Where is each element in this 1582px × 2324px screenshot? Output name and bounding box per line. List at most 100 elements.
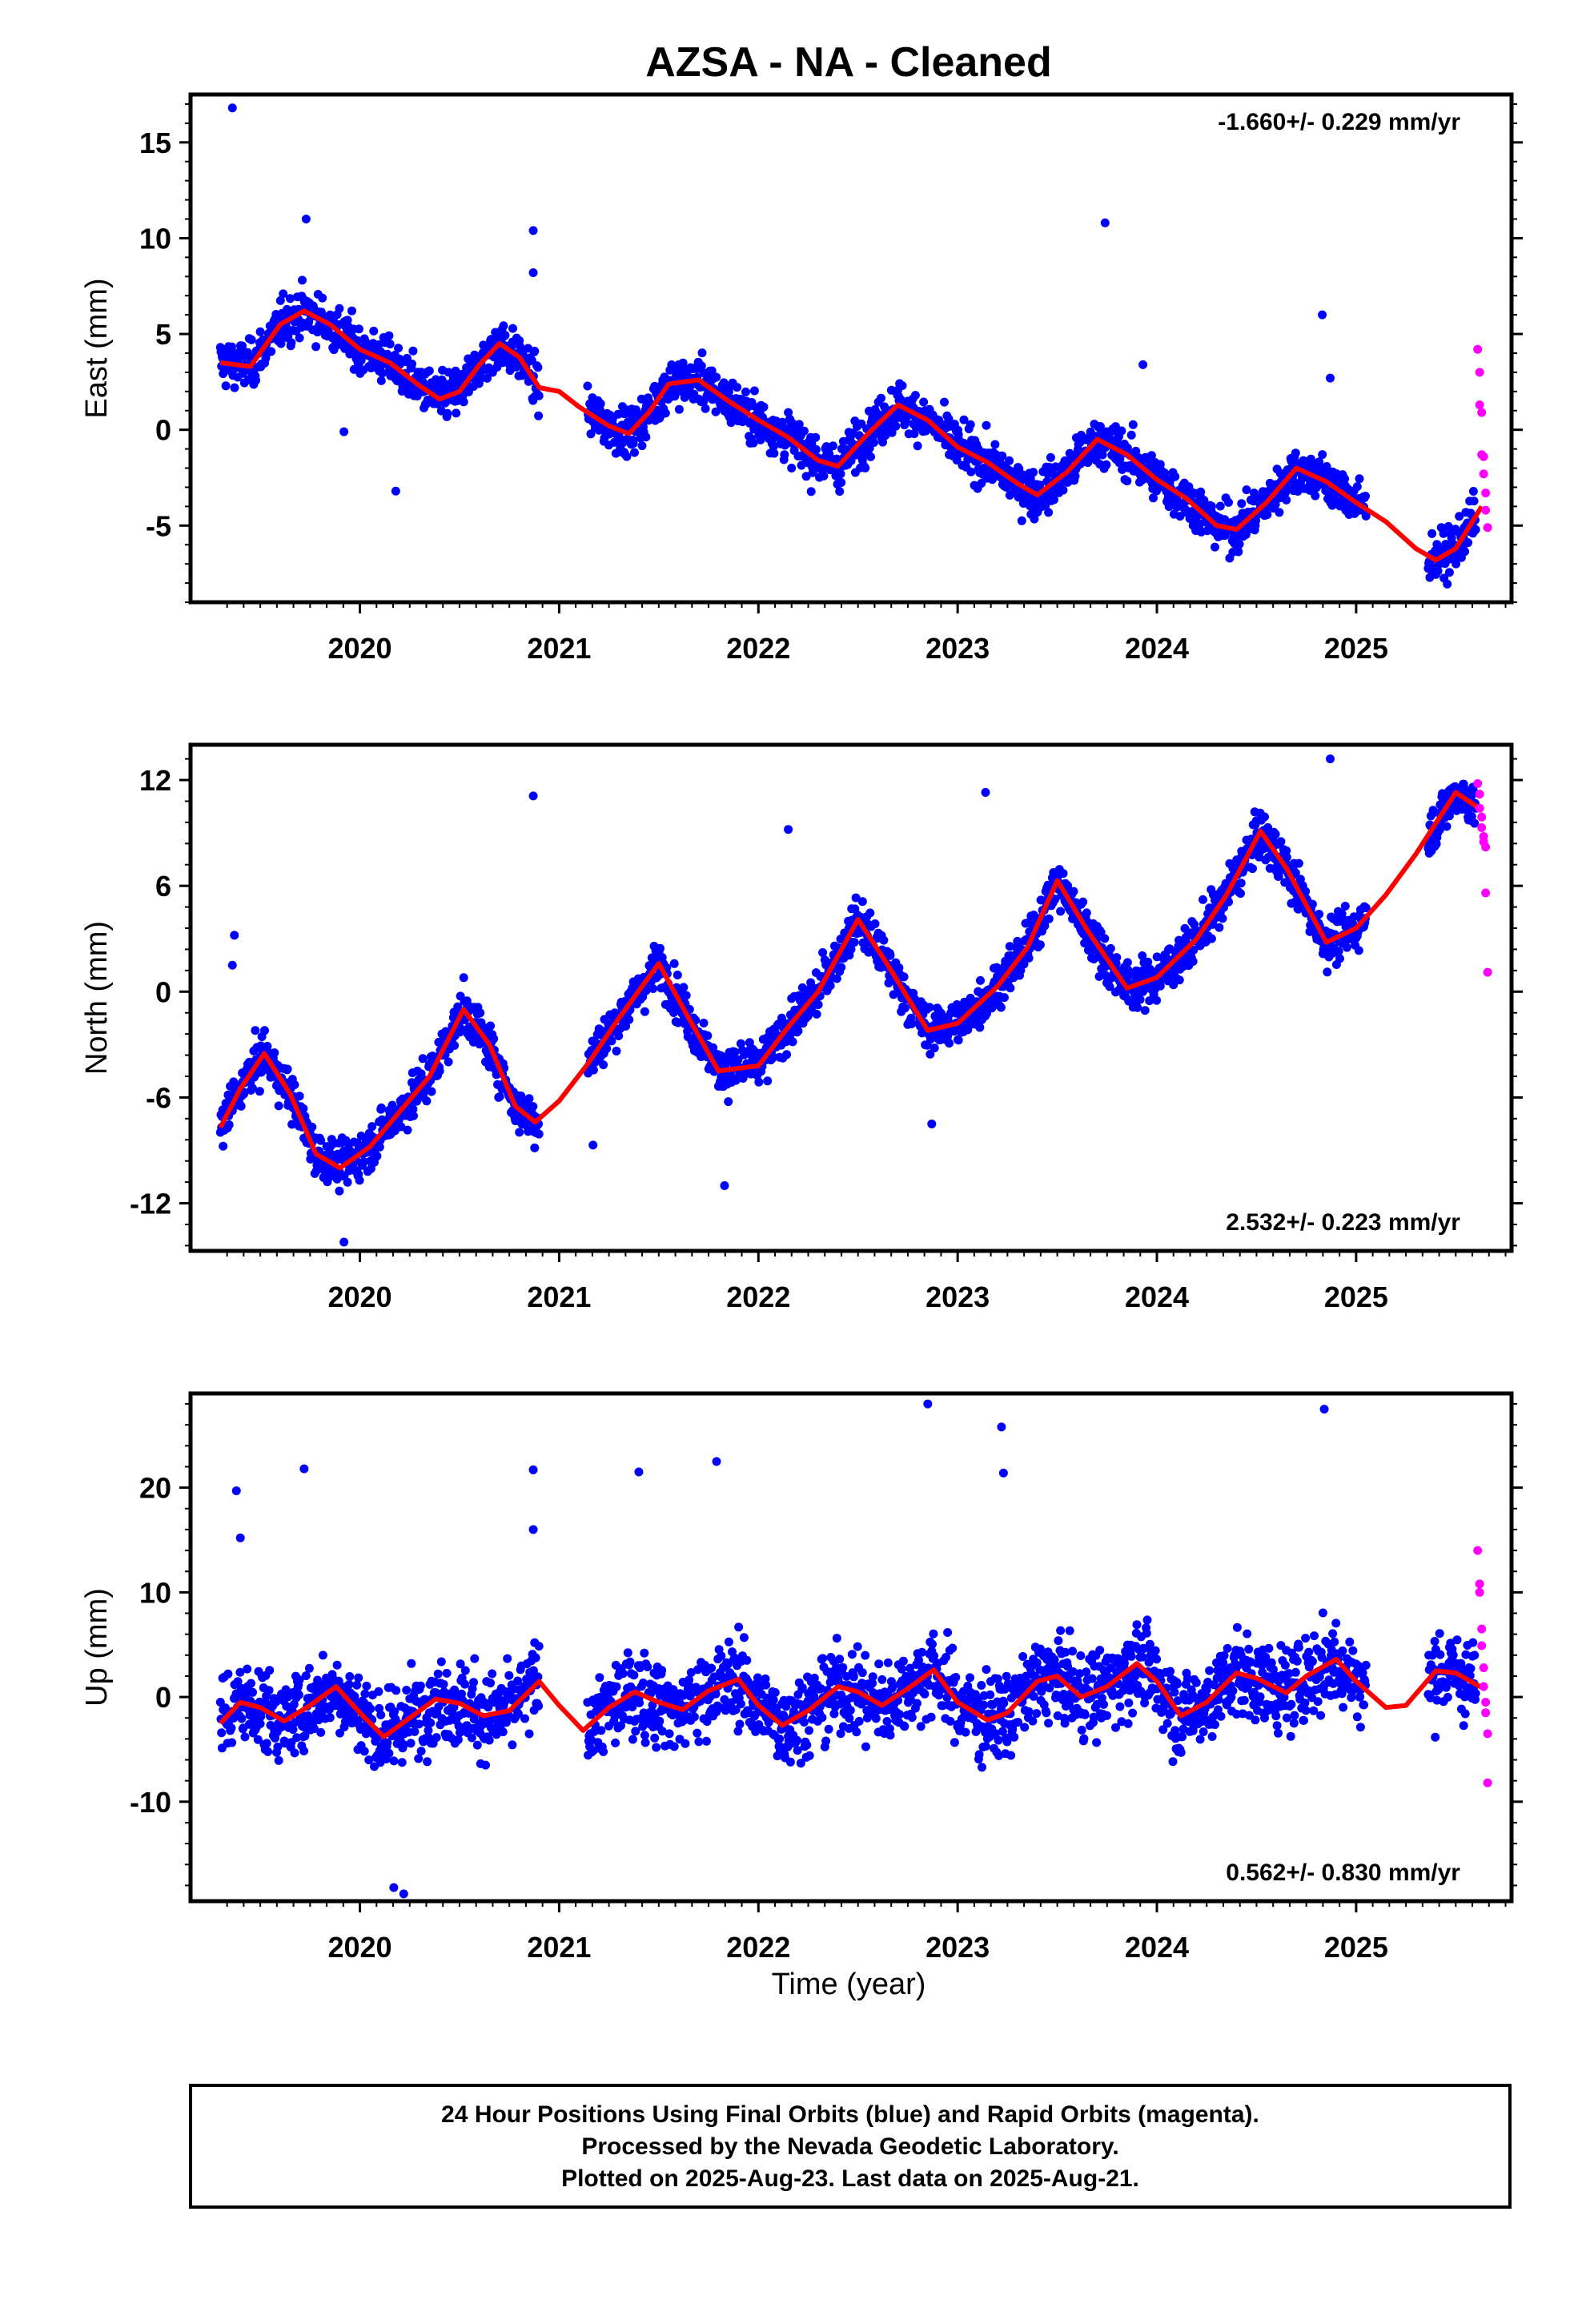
north-final-point [1096, 927, 1106, 937]
north-final-point [444, 1057, 453, 1067]
north-final-point [1069, 887, 1078, 896]
north-final-point [1470, 818, 1480, 828]
up-final-point [376, 1711, 386, 1719]
east-final-point [759, 402, 769, 412]
north-final-point [818, 948, 828, 957]
north-final-point [945, 1039, 954, 1048]
north-xtick-label: 2020 [327, 1281, 391, 1313]
east-rapid-point [1473, 344, 1483, 354]
east-final-point [712, 372, 721, 382]
up-final-point [433, 1669, 443, 1679]
up-final-point [273, 1742, 283, 1751]
east-final-point [733, 383, 742, 392]
east-outlier-point [391, 486, 400, 496]
up-final-point [227, 1723, 236, 1733]
north-final-point [699, 1019, 709, 1027]
north-final-point [1058, 869, 1068, 879]
up-final-point [253, 1735, 263, 1744]
up-final-point [304, 1663, 314, 1673]
east-final-point [1447, 533, 1456, 543]
east-final-point [470, 350, 480, 360]
east-final-point [1433, 566, 1443, 576]
north-final-point [648, 984, 658, 993]
east-final-point [452, 408, 461, 418]
up-final-point [374, 1687, 383, 1696]
north-final-point [270, 1048, 279, 1058]
east-final-point [1098, 450, 1107, 460]
north-final-point [1282, 853, 1291, 862]
north-final-point [1006, 983, 1015, 993]
east-final-point [697, 348, 707, 358]
north-outlier-point [784, 825, 793, 834]
east-final-point [335, 304, 344, 313]
up-final-point [255, 1719, 265, 1728]
north-final-point [1112, 953, 1122, 963]
east-final-point [1126, 430, 1136, 440]
east-final-point [354, 324, 363, 334]
east-final-point [1117, 426, 1126, 436]
north-final-point [355, 1176, 364, 1185]
up-final-point [233, 1677, 243, 1687]
east-final-point [637, 441, 647, 451]
east-final-point [784, 408, 793, 417]
east-final-point [1211, 542, 1219, 552]
east-final-point [318, 293, 327, 303]
north-final-point [299, 1104, 308, 1113]
north-final-point [248, 1084, 257, 1093]
east-final-point [255, 327, 265, 336]
up-final-point [424, 1726, 433, 1735]
up-final-point [237, 1714, 247, 1723]
east-final-point [476, 374, 485, 384]
east-final-point [891, 421, 901, 431]
up-final-point [310, 1724, 319, 1733]
east-final-point [1050, 495, 1058, 505]
east-final-point [1291, 448, 1300, 458]
east-final-point [1224, 497, 1233, 507]
north-final-point [1315, 910, 1324, 919]
east-outlier-point [1318, 310, 1327, 320]
east-final-point [1030, 514, 1039, 524]
north-final-point [1133, 1003, 1142, 1012]
north-final-point [1291, 868, 1300, 878]
east-final-point [1149, 493, 1158, 503]
east-final-point [376, 376, 386, 385]
east-final-point [769, 448, 779, 458]
east-final-point [806, 487, 816, 497]
east-final-point [530, 347, 540, 356]
up-final-point [361, 1729, 371, 1739]
east-final-point [1352, 482, 1362, 492]
north-final-point [335, 1186, 344, 1196]
north-final-point [1215, 923, 1224, 932]
east-final-point [866, 452, 875, 461]
east-final-point [1128, 420, 1138, 429]
east-final-point [1029, 468, 1038, 477]
north-final-point [1035, 940, 1045, 950]
north-final-point [656, 943, 665, 953]
north-final-point [459, 973, 468, 983]
north-final-point [307, 1122, 317, 1132]
north-final-point [813, 1000, 823, 1009]
north-final-point [621, 1021, 631, 1031]
east-outlier-point [1100, 218, 1110, 227]
east-final-point [819, 471, 829, 480]
up-final-point [243, 1664, 252, 1674]
north-final-point [1101, 962, 1110, 971]
north-final-point [1106, 943, 1115, 953]
north-final-point [1444, 811, 1454, 821]
east-final-point [1275, 508, 1284, 517]
east-final-point [1043, 469, 1053, 479]
north-outlier-point [227, 960, 237, 970]
up-final-point [295, 1675, 304, 1685]
up-final-point [299, 1747, 309, 1755]
north-final-point [724, 1097, 733, 1107]
north-final-point [1207, 934, 1216, 943]
east-ytick-label: 10 [139, 222, 171, 255]
north-final-point [372, 1152, 382, 1160]
east-rate-label: -1.660+/- 0.229 mm/yr [1218, 109, 1460, 135]
east-final-point [940, 397, 949, 407]
north-final-point [996, 1003, 1006, 1012]
east-final-point [384, 331, 394, 340]
up-final-point [292, 1733, 302, 1743]
north-final-point [224, 1120, 234, 1129]
north-fit-curve [218, 790, 1484, 1171]
